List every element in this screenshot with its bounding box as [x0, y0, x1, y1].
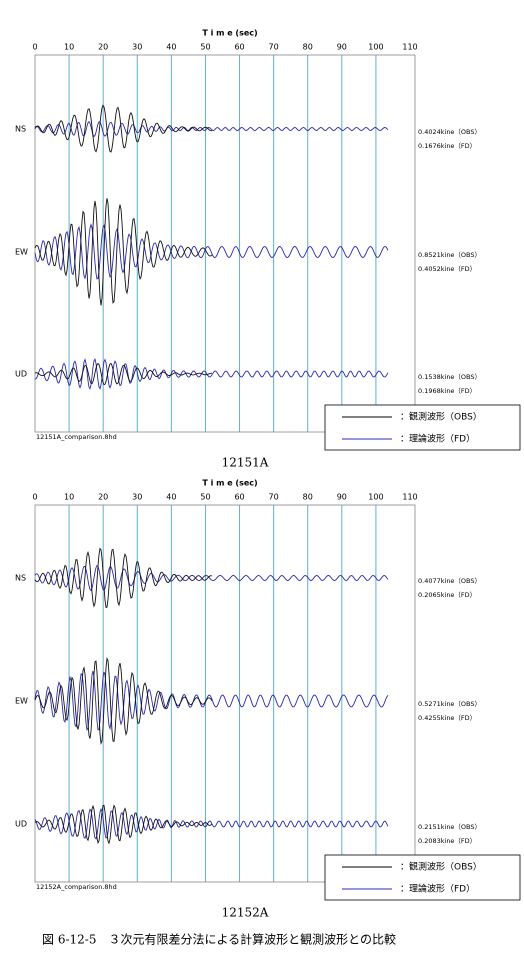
- file-name: 12152A_comparison.8hd: [36, 883, 117, 891]
- fd-amplitude: 0.1676kine（FD）: [418, 142, 476, 150]
- component-label: EW: [15, 248, 28, 257]
- obs-amplitude: 0.4024kine（OBS）: [418, 128, 481, 136]
- x-tick-label: 110: [402, 493, 417, 502]
- fd-amplitude: 0.1968kine（FD）: [418, 387, 476, 395]
- x-tick-label: 80: [303, 43, 313, 52]
- x-tick-label: 100: [368, 493, 383, 502]
- component-label: NS: [15, 574, 26, 583]
- x-tick-label: 30: [132, 43, 142, 52]
- x-tick-label: 50: [200, 493, 210, 502]
- obs-amplitude: 0.5271kine（OBS）: [418, 700, 481, 708]
- panel-caption: 12151A: [222, 456, 269, 470]
- fd-amplitude: 0.2065kine（FD）: [418, 591, 476, 599]
- obs-amplitude: 0.4077kine（OBS）: [418, 577, 481, 585]
- x-tick-label: 90: [337, 493, 347, 502]
- obs-waveform: [34, 362, 212, 386]
- plot-frame: [34, 504, 416, 883]
- x-tick-label: 60: [234, 43, 244, 52]
- x-tick-label: 40: [166, 43, 176, 52]
- x-tick-label: 70: [269, 493, 279, 502]
- obs-waveform: [34, 198, 213, 306]
- file-name: 12151A_comparison.8hd: [36, 433, 117, 441]
- fd-waveform: [34, 807, 389, 840]
- axis-title: T i m e (sec): [202, 479, 257, 488]
- obs-waveform: [34, 547, 213, 608]
- x-tick-label: 70: [269, 43, 279, 52]
- fd-waveform: [34, 120, 389, 138]
- x-tick-label: 20: [98, 43, 108, 52]
- figure-panel: T i m e (sec) 0 10 20 30 40 50 60 70 80 90 100 110 NS…: [15, 479, 521, 920]
- panel-caption: 12152A: [222, 906, 269, 920]
- obs-amplitude: 0.2151kine（OBS）: [418, 823, 481, 831]
- legend-fd: ：理論波形（FD）: [400, 883, 475, 895]
- x-tick-label: 80: [303, 493, 313, 502]
- obs-waveform: [34, 804, 213, 845]
- fd-amplitude: 0.4255kine（FD）: [418, 714, 476, 722]
- component-label: NS: [15, 125, 26, 134]
- x-tick-label: 100: [368, 43, 383, 52]
- fd-amplitude: 0.4052kine（FD）: [418, 265, 476, 273]
- figure-panel: T i m e (sec) 0 10 20 30 40 50 60 70 80 90 100 110 NS…: [15, 29, 521, 470]
- x-tick-label: 50: [200, 43, 210, 52]
- legend-obs: ：観測波形（OBS）: [400, 411, 482, 423]
- obs-amplitude: 0.8521kine（OBS）: [418, 251, 481, 259]
- component-label: UD: [15, 370, 27, 379]
- x-tick-label: 0: [32, 43, 37, 52]
- x-tick-label: 90: [337, 43, 347, 52]
- x-tick-label: 20: [98, 493, 108, 502]
- x-tick-label: 40: [166, 493, 176, 502]
- x-tick-label: 110: [402, 43, 417, 52]
- obs-waveform: [34, 104, 213, 153]
- legend-box: [324, 854, 521, 901]
- x-tick-label: 0: [32, 493, 37, 502]
- plot-frame: [34, 54, 416, 433]
- x-tick-label: 10: [64, 493, 74, 502]
- fd-waveform: [34, 564, 389, 592]
- fd-waveform: [34, 223, 389, 280]
- obs-amplitude: 0.1538kine（OBS）: [418, 373, 481, 381]
- x-tick-label: 30: [132, 493, 142, 502]
- component-label: EW: [15, 697, 28, 706]
- fd-amplitude: 0.2083kine（FD）: [418, 837, 476, 845]
- fd-waveform: [35, 358, 389, 390]
- legend-fd: ：理論波形（FD）: [400, 433, 475, 445]
- figure-caption: 図 6-12-5 ３次元有限差分法による計算波形と観測波形との比較: [42, 932, 396, 947]
- obs-waveform: [34, 657, 213, 746]
- component-label: UD: [15, 820, 27, 829]
- legend-box: [324, 404, 521, 451]
- x-tick-label: 60: [234, 493, 244, 502]
- axis-title: T i m e (sec): [202, 29, 257, 38]
- x-tick-label: 10: [64, 43, 74, 52]
- legend-obs: ：観測波形（OBS）: [400, 861, 482, 873]
